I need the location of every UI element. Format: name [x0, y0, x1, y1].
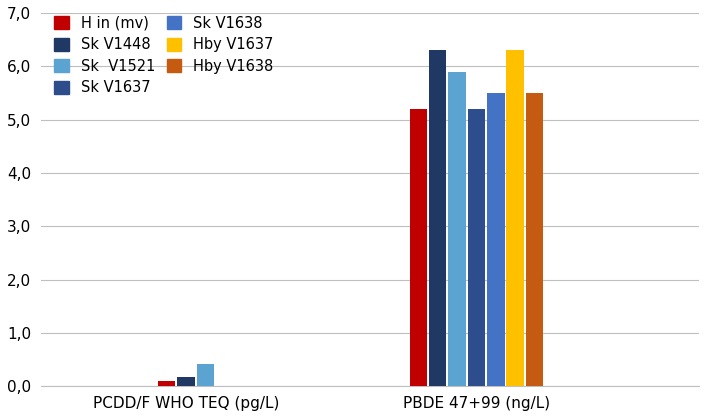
Bar: [468, 109, 485, 386]
Bar: [158, 381, 176, 386]
Bar: [526, 93, 543, 386]
Bar: [409, 109, 427, 386]
Legend: H in (mv), Sk V1448, Sk  V1521, Sk V1637, Sk V1638, Hby V1637, Hby V1638: H in (mv), Sk V1448, Sk V1521, Sk V1637,…: [52, 13, 276, 98]
Bar: [429, 50, 446, 386]
Bar: [487, 93, 505, 386]
Bar: [197, 364, 214, 386]
Bar: [177, 377, 195, 386]
Bar: [506, 50, 524, 386]
Bar: [448, 71, 466, 386]
